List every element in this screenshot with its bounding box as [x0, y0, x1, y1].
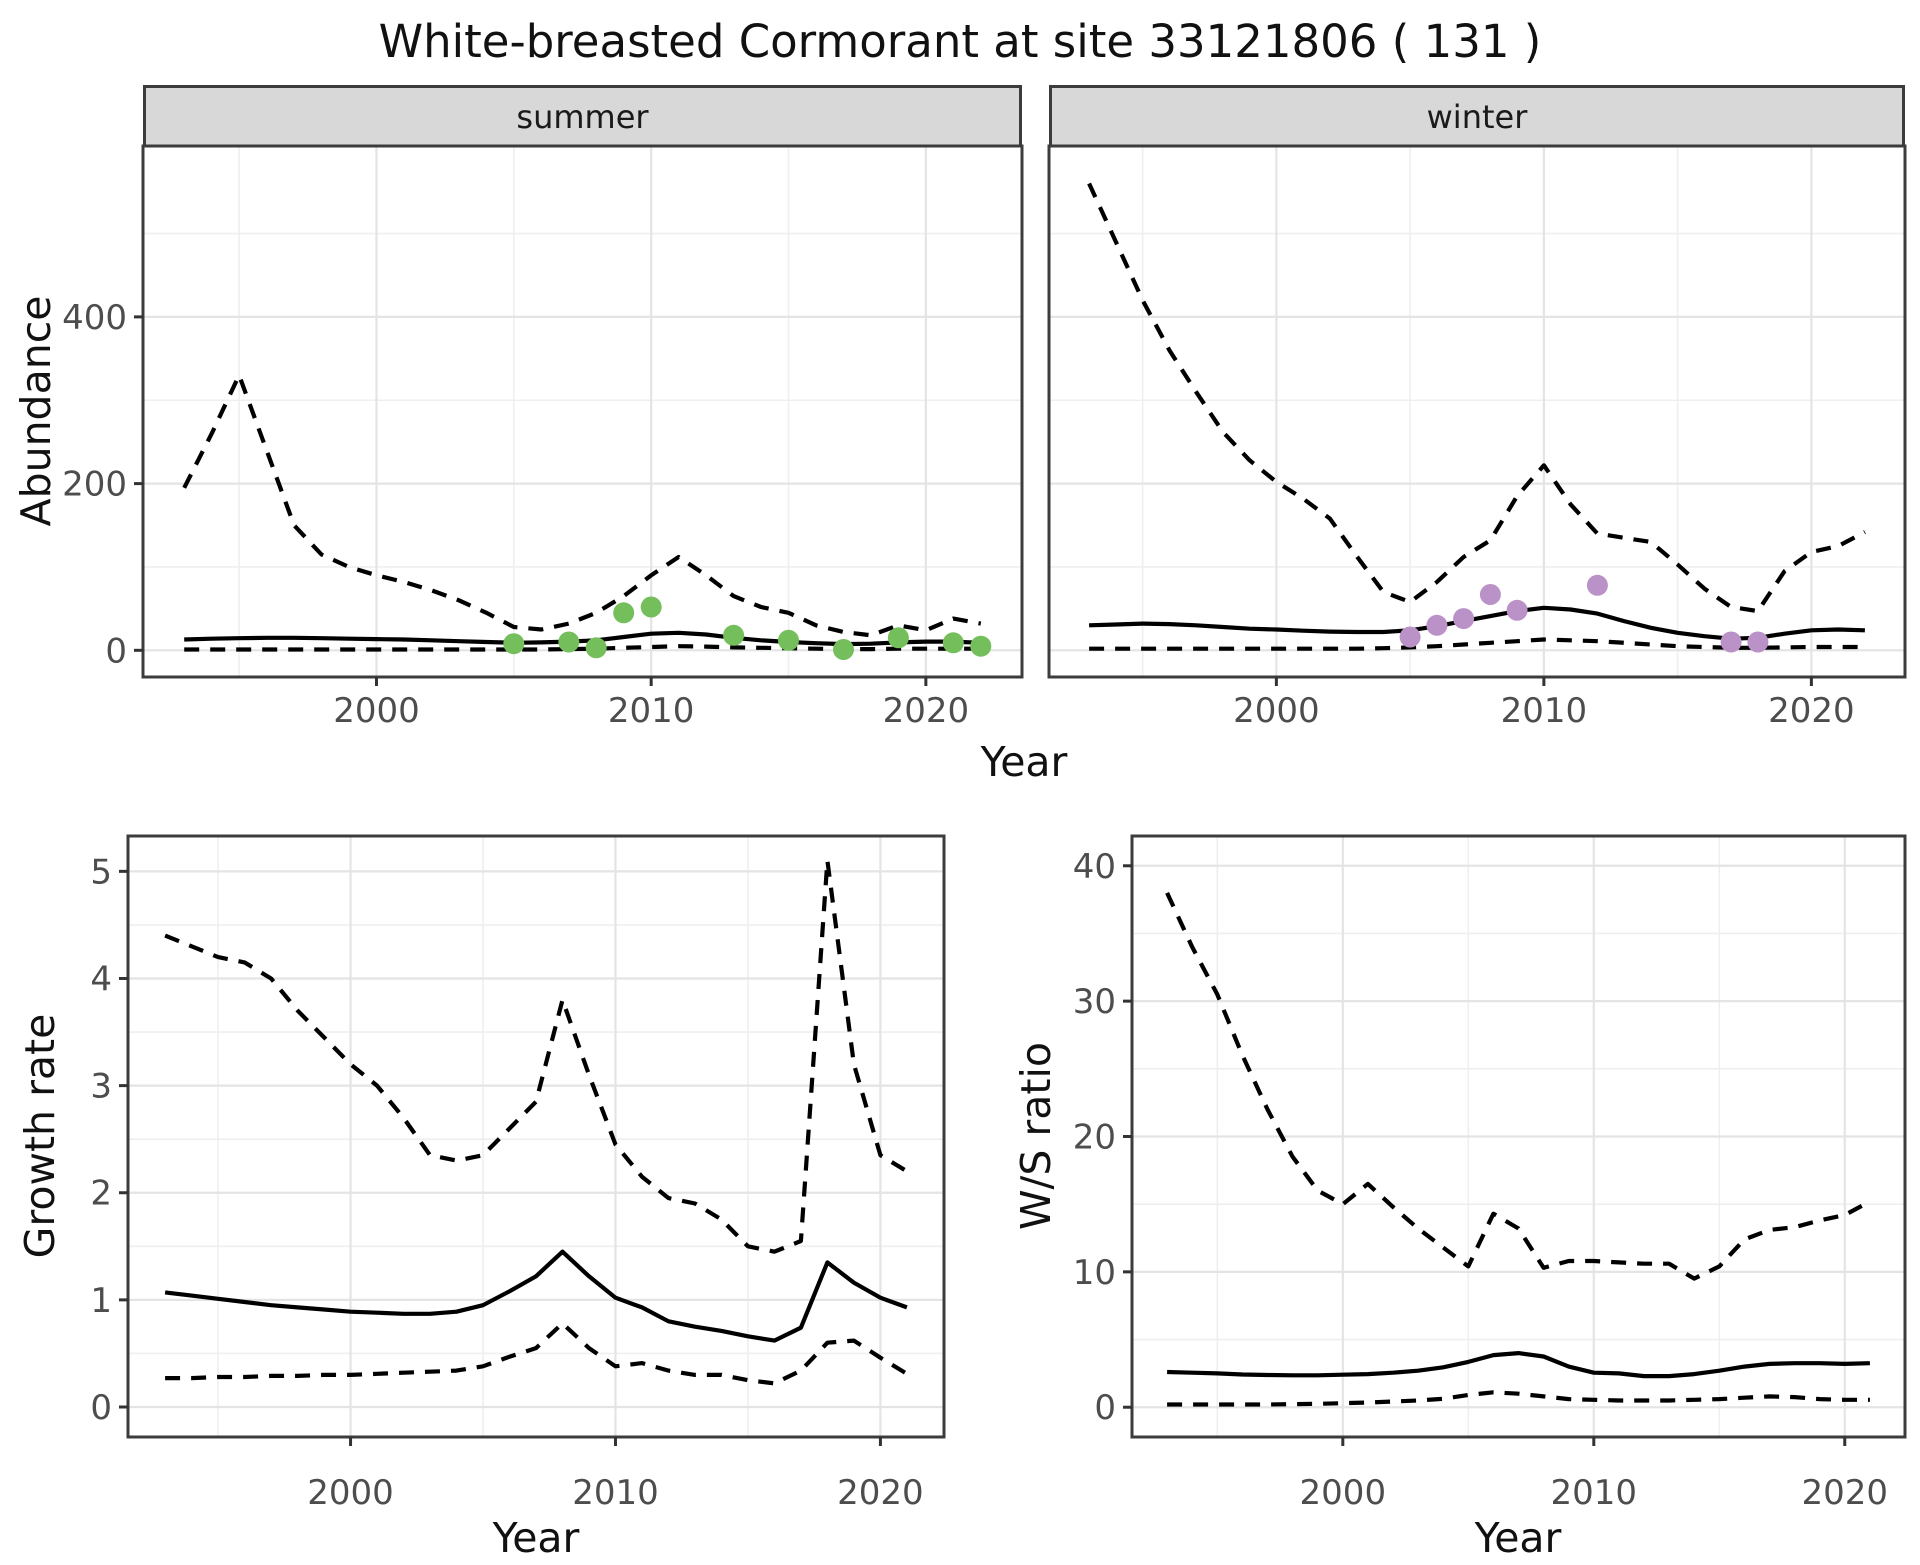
summer-observations-point	[833, 639, 854, 660]
y-tick-label: 0	[90, 1388, 112, 1428]
y-tick-label: 3	[90, 1067, 112, 1107]
winter-observations-point	[1479, 584, 1501, 605]
summer-observations-point	[613, 602, 635, 624]
x-tick-label: 2000	[307, 1473, 394, 1513]
y-tick-label: 0	[105, 631, 127, 671]
summer-observations-point	[942, 632, 964, 654]
x-tick-label: 2000	[1233, 691, 1320, 731]
year-axis-title-growth: Year	[492, 1514, 580, 1562]
growth-panel-border	[126, 834, 946, 1439]
winter-observations-point	[1399, 626, 1421, 648]
summer-observations-point	[778, 629, 799, 651]
summer-panel-border	[141, 144, 1024, 679]
winter-observations-point	[1506, 599, 1528, 621]
winter-upper-ci-line	[1087, 182, 1866, 614]
facet-strip-summer: summer	[143, 85, 1022, 149]
y-tick-label: 40	[1073, 847, 1116, 887]
x-tick-label: 2010	[608, 691, 695, 731]
y-tick-label: 30	[1073, 982, 1116, 1022]
figure-title: White-breasted Cormorant at site 3312180…	[378, 15, 1542, 68]
y-tick-label: 5	[90, 852, 112, 892]
y-tick-label: 20	[1073, 1118, 1116, 1158]
x-tick-label: 2010	[1551, 1473, 1638, 1513]
y-tick-label: 10	[1073, 1253, 1116, 1293]
growth-lower-ci-line	[165, 1321, 908, 1386]
x-tick-label: 2000	[1300, 1473, 1387, 1513]
x-tick-label: 2020	[837, 1473, 924, 1513]
winter-observations-point	[1586, 574, 1608, 596]
y-tick-label: 200	[62, 465, 127, 505]
summer-panel-background	[143, 146, 1022, 677]
summer-observations-point	[887, 627, 909, 649]
y-tick-label: 4	[90, 959, 112, 999]
x-tick-label: 2000	[333, 691, 420, 731]
x-tick-label: 2010	[572, 1473, 659, 1513]
summer-observations-point	[723, 624, 745, 646]
x-tick-label: 2010	[1501, 691, 1588, 731]
summer-observations-point	[558, 631, 580, 653]
y-tick-label: 0	[1094, 1388, 1116, 1428]
x-tick-label: 2020	[1802, 1473, 1889, 1513]
summer-observations-point	[640, 596, 662, 618]
winter-observations-point	[1747, 631, 1769, 653]
winter-observations-point	[1720, 631, 1742, 653]
ws-upper-ci-line	[1165, 892, 1871, 1281]
summer-observations-point	[970, 635, 992, 657]
y-tick-label: 2	[90, 1174, 112, 1214]
x-tick-label: 2020	[883, 691, 970, 731]
year-axis-title-top: Year	[980, 738, 1068, 786]
facet-strip-summer-label: summer	[516, 98, 649, 136]
summer-upper-ci-line	[182, 373, 982, 638]
y-tick-label: 400	[62, 298, 127, 338]
summer-observations-point	[503, 633, 525, 655]
ws-lower-ci-line	[1167, 1390, 1870, 1407]
winter-panel-background	[1049, 146, 1905, 677]
x-tick-label: 2020	[1768, 691, 1855, 731]
growth-upper-ci-line	[164, 858, 908, 1254]
facet-strip-winter: winter	[1049, 85, 1905, 149]
year-axis-title-ws: Year	[1474, 1514, 1562, 1562]
growth-median-line	[164, 1249, 908, 1343]
facet-strip-winter-label: winter	[1426, 98, 1528, 136]
winter-observations-point	[1453, 608, 1475, 630]
winter-panel-border	[1047, 144, 1907, 679]
ws-median-line	[1167, 1351, 1870, 1379]
summer-observations-point	[585, 637, 607, 659]
winter-observations-point	[1426, 614, 1448, 636]
y-tick-label: 1	[90, 1281, 112, 1321]
